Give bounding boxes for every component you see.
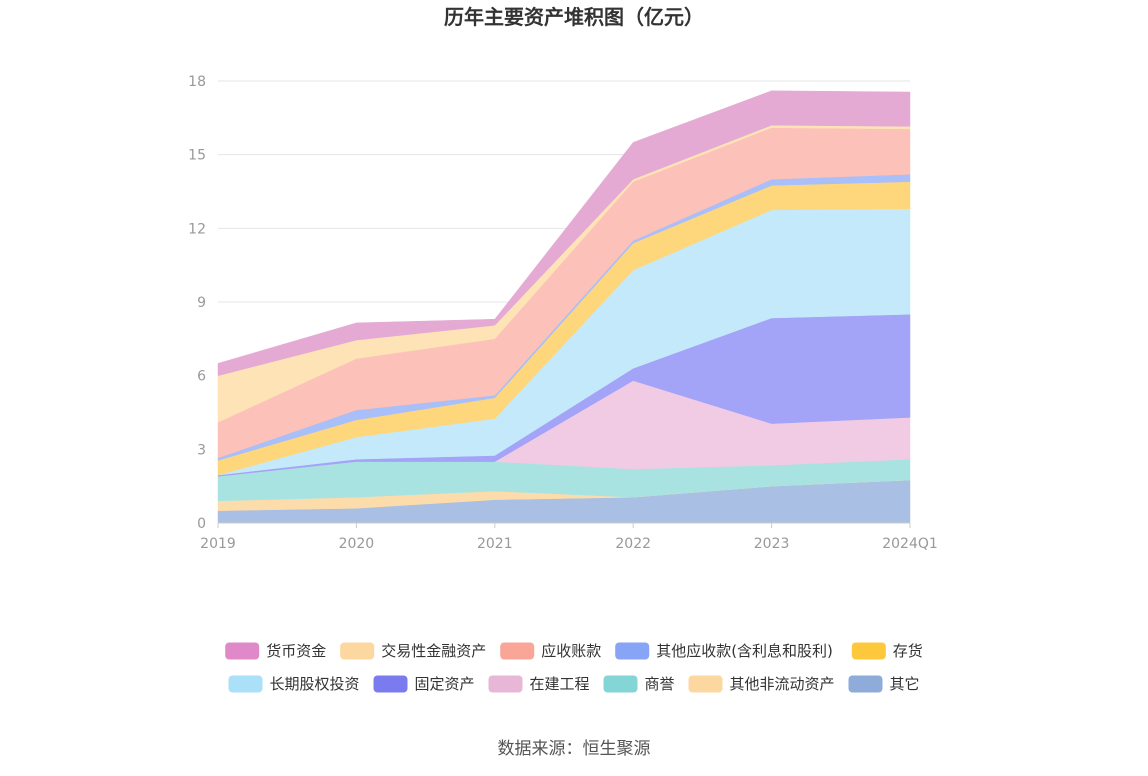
y-tick-label: 18: [188, 74, 206, 90]
y-tick-label: 0: [197, 516, 206, 532]
y-tick-label: 9: [197, 295, 206, 311]
legend-label: 货币资金: [266, 642, 326, 660]
x-tick-label: 2024Q1: [882, 536, 938, 552]
legend-swatch: [688, 675, 723, 693]
legend-item[interactable]: 其它: [848, 675, 920, 693]
legend-label: 应收账款: [541, 642, 601, 660]
y-tick-label: 3: [197, 442, 206, 458]
legend-swatch: [848, 675, 883, 693]
legend-swatch: [373, 675, 408, 693]
legend-swatch: [225, 642, 260, 660]
legend-item[interactable]: 固定资产: [373, 675, 475, 693]
x-tick-label: 2022: [615, 536, 651, 552]
x-tick-label: 2021: [477, 536, 513, 552]
legend-label: 交易性金融资产: [381, 642, 486, 660]
legend-item[interactable]: 应收账款: [500, 642, 601, 660]
legend-item[interactable]: 交易性金融资产: [340, 642, 486, 660]
legend-label: 其它: [890, 675, 920, 693]
legend-label: 长期股权投资: [270, 675, 360, 693]
legend-swatch: [603, 675, 638, 693]
data-source: 数据来源：恒生聚源: [498, 739, 651, 759]
x-tick-label: 2019: [200, 536, 236, 552]
legend-swatch: [500, 642, 535, 660]
legend-swatch: [488, 675, 523, 693]
area-货币资金: [217, 90, 911, 377]
legend-label: 固定资产: [415, 675, 475, 693]
legend-item[interactable]: 货币资金: [225, 642, 326, 660]
legend-label: 其他非流动资产: [730, 675, 835, 693]
legend-item[interactable]: 其他非流动资产: [688, 675, 835, 693]
legend-item[interactable]: 长期股权投资: [228, 675, 360, 693]
legend-item[interactable]: 商誉: [603, 675, 675, 693]
legend-swatch: [228, 675, 263, 693]
legend-label: 商誉: [645, 675, 675, 693]
legend-item[interactable]: 其他应收款(含利息和股利): [615, 642, 833, 660]
legend-label: 在建工程: [530, 675, 590, 693]
legend-swatch: [340, 642, 375, 660]
legend-swatch: [851, 642, 886, 660]
y-tick-label: 6: [197, 369, 206, 385]
chart-title: 历年主要资产堆积图（亿元）: [444, 5, 704, 29]
legend-item[interactable]: 存货: [851, 642, 923, 660]
area-series: [217, 90, 911, 524]
y-tick-label: 12: [188, 221, 206, 237]
legend-label: 存货: [893, 642, 923, 660]
legend-item[interactable]: 在建工程: [488, 675, 590, 693]
x-tick-label: 2020: [339, 536, 375, 552]
axes: 0 3 6 9 12 15 18 2019 2020 2021 2022 2023 2024Q1: [188, 74, 938, 552]
legend-swatch: [615, 642, 650, 660]
y-tick-label: 15: [188, 148, 206, 164]
x-tick-label: 2023: [754, 536, 790, 552]
legend-label: 其他应收款(含利息和股利): [656, 642, 833, 660]
